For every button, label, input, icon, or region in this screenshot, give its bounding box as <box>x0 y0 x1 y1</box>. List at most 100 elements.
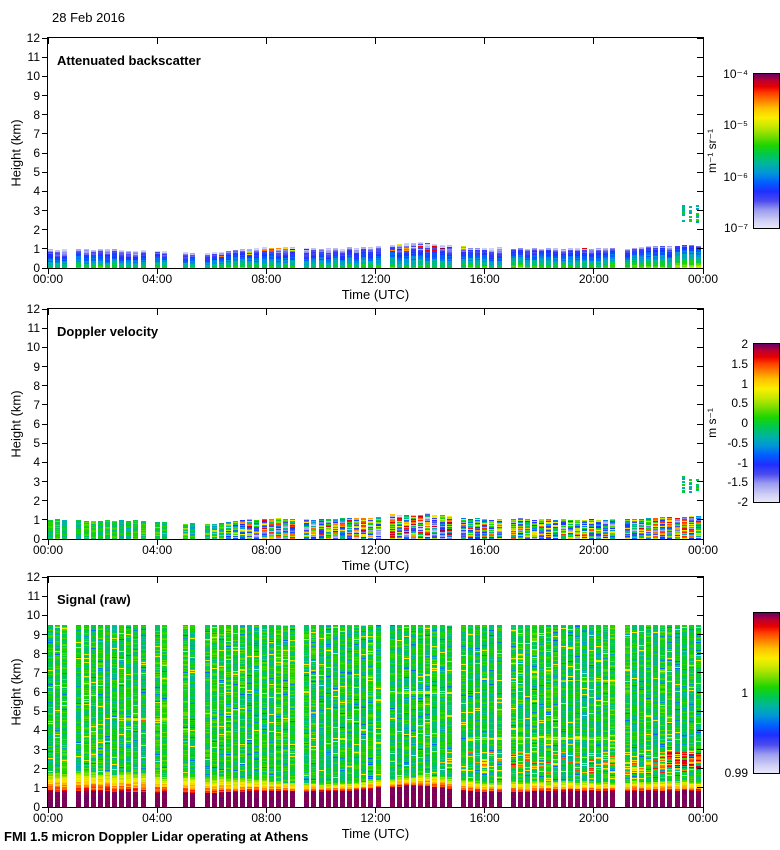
x-tick <box>375 539 376 545</box>
x-axis-title: Time (UTC) <box>341 558 410 573</box>
x-tick <box>484 539 486 545</box>
y-tick-label: 0 <box>33 800 40 814</box>
colorbar-tick-label: 0 <box>741 416 748 430</box>
x-tick-top <box>47 577 49 583</box>
x-tick-top <box>702 309 704 315</box>
x-tick-label: 12:00 <box>360 272 391 286</box>
y-tick-right <box>697 519 703 521</box>
colorbar-tick-label: -1.5 <box>727 475 748 490</box>
y-tick <box>42 481 48 482</box>
x-tick-top <box>375 577 376 583</box>
y-tick-label: 10 <box>26 69 40 84</box>
y-tick-label: 11 <box>27 50 40 65</box>
x-tick-top <box>593 38 595 44</box>
y-tick-right <box>697 595 703 597</box>
y-tick <box>42 346 48 348</box>
x-tick-top <box>156 309 158 315</box>
colorbar-canvas <box>754 344 779 502</box>
y-tick <box>42 614 48 616</box>
x-tick <box>702 539 704 545</box>
x-tick <box>265 539 267 545</box>
x-tick-top <box>484 38 486 44</box>
x-tick-label: 04:00 <box>142 272 173 286</box>
x-tick-label: 12:00 <box>360 811 391 825</box>
backscatter-heatmap-canvas <box>48 38 703 268</box>
y-tick <box>42 171 48 173</box>
y-tick-label: 2 <box>33 493 40 508</box>
y-tick-right <box>697 56 703 58</box>
y-tick <box>42 248 48 250</box>
x-tick-top <box>702 38 704 44</box>
y-tick-label: 7 <box>33 126 40 141</box>
y-tick-label: 5 <box>33 436 40 451</box>
x-tick <box>375 807 376 813</box>
colorbar-tick-label: -1 <box>737 455 748 470</box>
y-tick <box>42 691 48 693</box>
y-tick <box>42 56 48 58</box>
y-tick <box>42 210 48 211</box>
velocity-heatmap-canvas <box>48 309 703 539</box>
x-tick-label: 16:00 <box>469 272 500 286</box>
x-tick <box>265 807 267 813</box>
y-tick-right <box>697 806 703 808</box>
y-tick-right <box>697 729 703 731</box>
y-tick-right <box>697 327 703 329</box>
y-tick <box>42 308 48 310</box>
y-tick <box>42 327 48 329</box>
y-tick-label: 12 <box>26 31 40 45</box>
panel-title: Attenuated backscatter <box>57 52 201 68</box>
colorbar-canvas <box>754 74 779 228</box>
y-tick <box>42 442 48 444</box>
x-tick-label: 00:00 <box>687 811 719 825</box>
y-tick-right <box>697 190 703 192</box>
y-tick-label: 1 <box>33 780 40 795</box>
y-tick-right <box>697 308 703 310</box>
y-tick <box>42 37 48 39</box>
y-tick <box>42 672 48 674</box>
x-tick <box>484 268 486 274</box>
x-tick-top <box>47 309 49 315</box>
y-tick-right <box>697 267 703 269</box>
y-tick-right <box>697 442 703 444</box>
y-tick-right <box>697 500 703 502</box>
colorbar-tick-label: 0.99 <box>724 766 748 780</box>
y-tick-label: 3 <box>33 474 40 489</box>
x-tick-top <box>484 577 486 583</box>
x-tick <box>47 539 49 545</box>
y-tick <box>42 366 48 367</box>
y-tick-right <box>697 538 703 540</box>
y-tick-right <box>697 404 703 406</box>
x-tick <box>47 807 49 813</box>
y-tick <box>42 461 48 463</box>
y-tick <box>42 114 48 116</box>
colorbar-tick-label: 10⁻⁵ <box>723 118 748 133</box>
x-tick-top <box>702 577 704 583</box>
y-tick <box>42 423 48 425</box>
y-tick-label: 11 <box>27 321 40 336</box>
x-tick-label: 04:00 <box>142 543 173 557</box>
y-tick-right <box>697 248 703 250</box>
x-tick <box>593 539 595 545</box>
y-tick-label: 6 <box>33 146 40 160</box>
x-tick <box>484 807 486 813</box>
y-tick-right <box>697 691 703 693</box>
x-tick-label: 00:00 <box>32 543 64 557</box>
y-tick-label: 8 <box>33 378 40 393</box>
y-tick-right <box>697 346 703 348</box>
y-tick-right <box>697 114 703 116</box>
colorbar-tick-label: 2 <box>741 337 748 351</box>
colorbar-unit-label: m⁻¹ sr⁻¹ <box>705 129 719 173</box>
y-tick <box>42 806 48 808</box>
x-tick-top <box>156 38 158 44</box>
y-tick-right <box>697 749 703 750</box>
y-tick-label: 1 <box>33 241 40 256</box>
x-tick <box>375 268 376 274</box>
x-tick-top <box>265 309 267 315</box>
x-tick-top <box>593 309 595 315</box>
y-tick-label: 0 <box>33 261 40 275</box>
x-tick-top <box>375 38 376 44</box>
y-tick-right <box>697 576 703 578</box>
y-tick <box>42 75 48 77</box>
y-tick-right <box>697 423 703 425</box>
